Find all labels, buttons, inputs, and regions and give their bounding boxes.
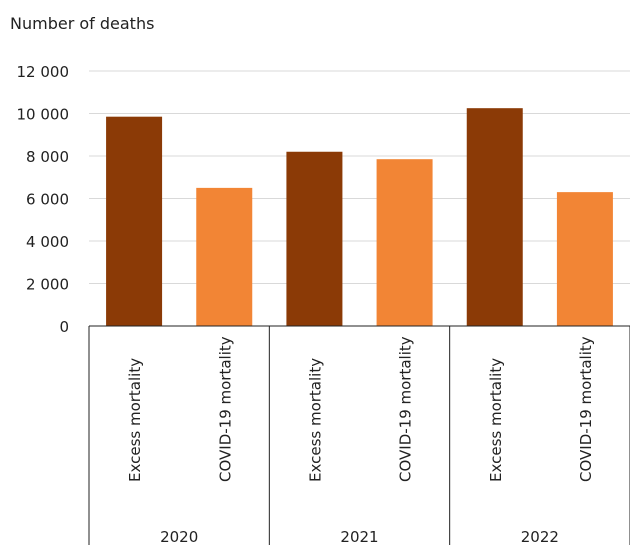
x-category-label: Excess mortality	[126, 358, 144, 482]
y-tick-label: 8 000	[26, 148, 69, 166]
gridlines	[89, 70, 630, 284]
x-group-label: 2021	[340, 528, 378, 545]
bar	[466, 108, 523, 326]
y-axis-title: Number of deaths	[10, 14, 155, 33]
x-category-label: COVID-19 mortality	[577, 336, 595, 482]
y-tick-label: 4 000	[26, 233, 69, 251]
bar	[556, 192, 613, 326]
bar	[106, 116, 163, 326]
bars	[106, 108, 613, 326]
y-tick-label: 2 000	[26, 276, 69, 294]
bar	[286, 151, 343, 326]
y-tick-label: 0	[59, 318, 69, 336]
x-category-label: COVID-19 mortality	[216, 336, 234, 482]
y-tick-label: 6 000	[26, 191, 69, 209]
x-group-label: 2022	[521, 528, 559, 545]
bar	[376, 159, 433, 326]
y-tick-label: 10 000	[17, 106, 70, 124]
bar	[196, 187, 253, 326]
x-group-label: 2020	[160, 528, 198, 545]
x-category-label: Excess mortality	[306, 358, 324, 482]
y-axis-ticks: 0 2 000 4 000 6 000 8 000 10 000 12 000	[17, 63, 70, 336]
y-tick-label: 12 000	[17, 63, 70, 81]
axes	[88, 325, 630, 545]
x-category-label: COVID-19 mortality	[397, 336, 415, 482]
x-category-label: Excess mortality	[487, 358, 505, 482]
x-axis-labels: Excess mortality COVID-19 mortality Excess…	[126, 336, 595, 545]
